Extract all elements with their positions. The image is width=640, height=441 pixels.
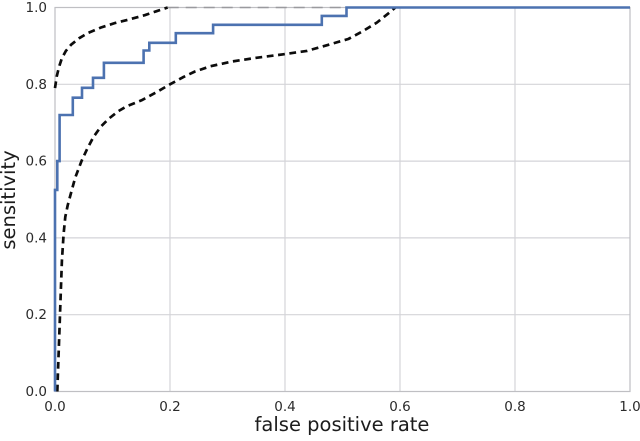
upper-confidence-band-line	[53, 6, 169, 89]
x-tick-label: 1.0	[619, 399, 640, 415]
x-tick-label: 0.0	[44, 399, 65, 415]
gridlines	[55, 7, 630, 392]
y-tick-label: 0.2	[26, 307, 47, 323]
x-tick-label: 0.4	[274, 399, 295, 415]
x-tick-labels: 0.0 0.2 0.4 0.6 0.8 1.0	[44, 399, 640, 415]
x-tick-label: 0.8	[504, 399, 525, 415]
y-tick-label: 1.0	[26, 0, 47, 16]
y-tick-label: 0.8	[26, 77, 47, 93]
y-tick-label: 0.0	[26, 384, 47, 400]
x-tick-label: 0.6	[389, 399, 410, 415]
lower-confidence-band-line	[55, 6, 397, 392]
y-tick-label: 0.4	[26, 230, 47, 246]
y-axis-label: sensitivity	[0, 150, 20, 249]
roc-curve-line	[53, 6, 630, 392]
x-axis-label: false positive rate	[255, 413, 430, 436]
y-tick-labels: 0.0 0.2 0.4 0.6 0.8 1.0	[26, 0, 47, 400]
x-tick-label: 0.2	[159, 399, 180, 415]
y-tick-label: 0.6	[26, 154, 47, 170]
plot-border	[54, 6, 631, 393]
